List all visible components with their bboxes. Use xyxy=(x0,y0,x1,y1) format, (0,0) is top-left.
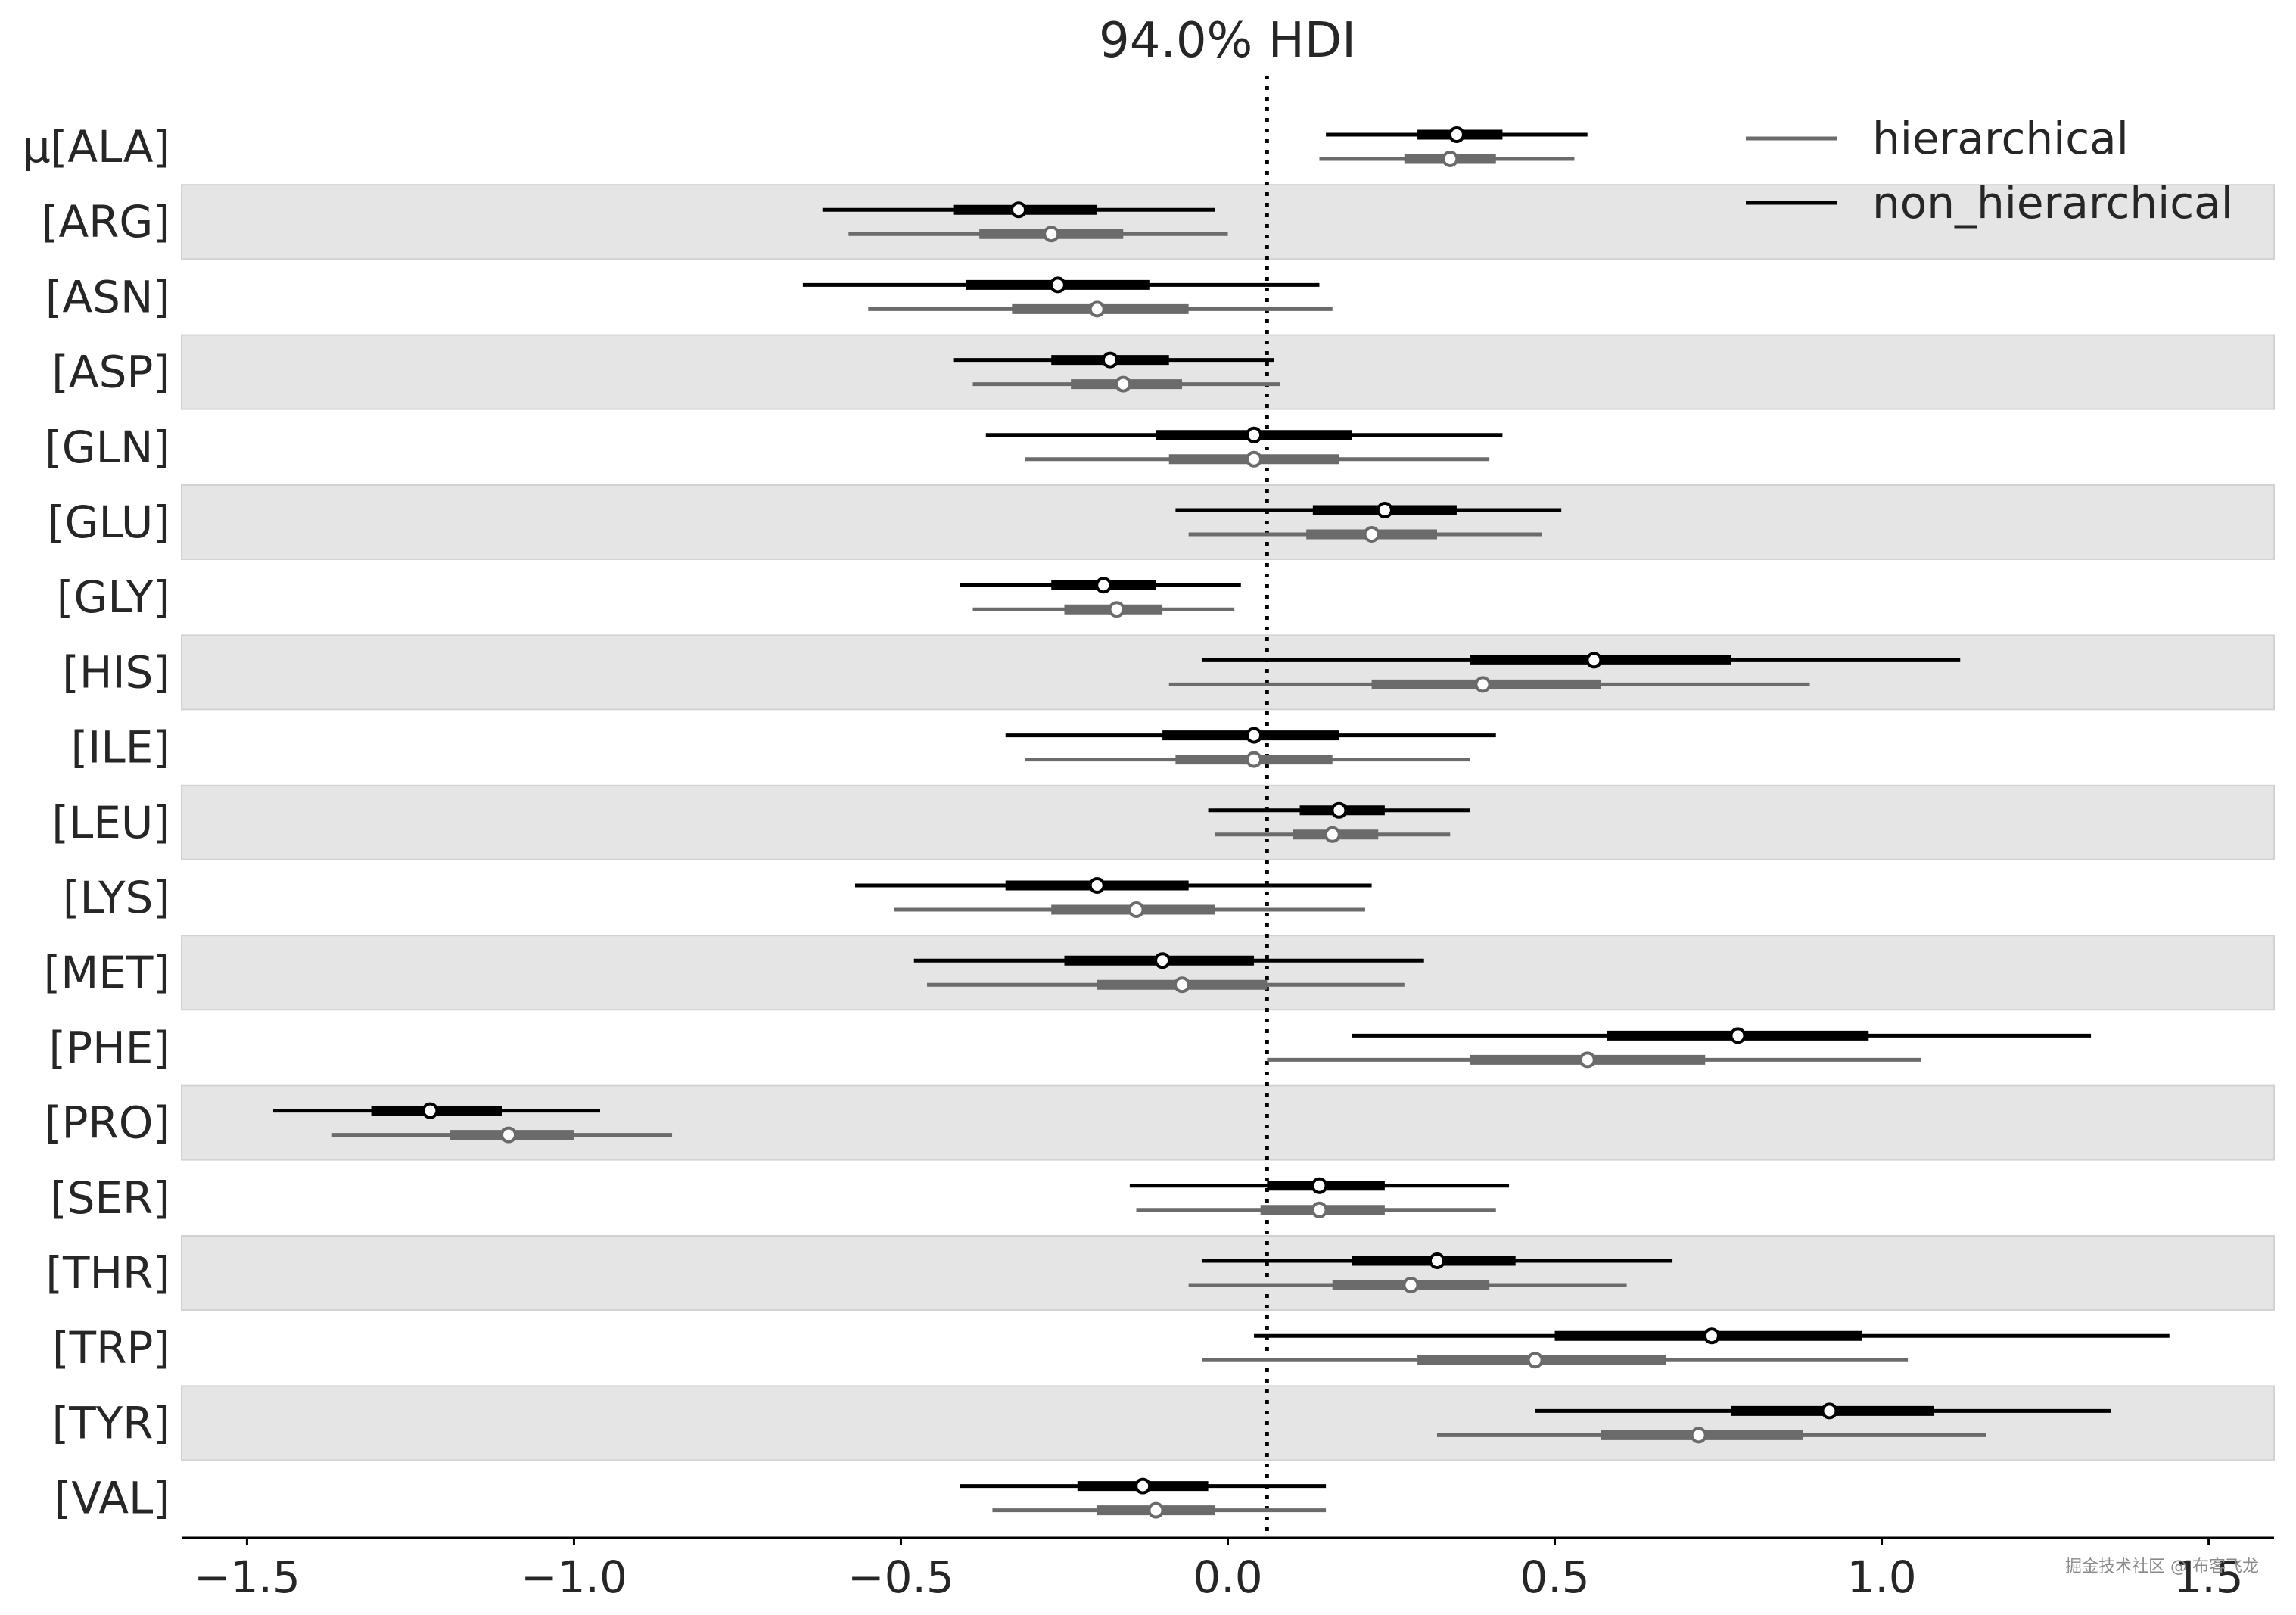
chart-title: 94.0% HDI xyxy=(1099,13,1356,69)
hierarchical-mean-point xyxy=(1115,375,1132,393)
row-label: [GLN] xyxy=(45,422,170,473)
non-hierarchical-mean-point xyxy=(422,1102,439,1119)
legend-label: non_hierarchical xyxy=(1872,177,2233,229)
row-label: μ[ALA] xyxy=(23,121,170,173)
hierarchical-mean-point xyxy=(1402,1277,1420,1293)
hierarchical-mean-point xyxy=(1147,1501,1165,1519)
row-label: [PRO] xyxy=(45,1097,170,1149)
non-hierarchical-mean-point xyxy=(1311,1177,1328,1194)
hierarchical-mean-point xyxy=(1043,226,1060,243)
interval-marks xyxy=(272,126,2170,1519)
non-hierarchical-mean-point xyxy=(1429,1252,1445,1269)
row-label: [PHE] xyxy=(49,1022,171,1073)
row-label: [LEU] xyxy=(51,797,170,848)
row-label: [MET] xyxy=(44,947,170,998)
hierarchical-mean-point xyxy=(1174,976,1191,994)
row-label: [TRP] xyxy=(52,1322,170,1374)
hierarchical-mean-point xyxy=(1311,1201,1328,1218)
non-hierarchical-mean-point xyxy=(1246,426,1263,443)
non-hierarchical-mean-point xyxy=(1154,952,1171,969)
row-band xyxy=(181,334,2275,410)
row-label: [ASP] xyxy=(51,347,170,398)
row-label: [ASN] xyxy=(45,271,170,322)
row-band xyxy=(181,184,2275,260)
hierarchical-mean-point xyxy=(1579,1051,1596,1069)
x-tick-label: 1.0 xyxy=(1846,1551,1916,1603)
hierarchical-mean-point xyxy=(500,1126,518,1144)
x-tick-label: 0.5 xyxy=(1520,1551,1589,1603)
hierarchical-mean-point xyxy=(1088,300,1106,318)
hierarchical-mean-point xyxy=(1474,676,1492,693)
hierarchical-mean-point xyxy=(1526,1352,1544,1369)
non-hierarchical-mean-point xyxy=(1010,201,1027,219)
non-hierarchical-mean-point xyxy=(1049,276,1066,294)
watermark-text: 掘金技术社区 @ 布客飞龙 xyxy=(2065,1557,2259,1576)
non-hierarchical-mean-point xyxy=(1134,1477,1152,1495)
non-hierarchical-mean-point xyxy=(1376,502,1393,518)
non-hierarchical-mean-point xyxy=(1088,877,1106,894)
row-label: [GLY] xyxy=(57,571,170,623)
non-hierarchical-mean-point xyxy=(1095,577,1112,594)
row-label: [VAL] xyxy=(54,1473,170,1524)
row-label: [TYR] xyxy=(52,1397,170,1449)
non-hierarchical-mean-point xyxy=(1585,652,1603,669)
hierarchical-mean-point xyxy=(1246,450,1263,468)
row-labels: μ[ALA] [ARG] [ASN] [ASP] [GLN] [GLU] [GLY] [HIS… xyxy=(23,121,170,1524)
legend: hierarchical non_hierarchical xyxy=(1746,113,2233,229)
row-label: [ARG] xyxy=(42,196,170,247)
non-hierarchical-mean-point xyxy=(1821,1402,1838,1420)
row-band xyxy=(181,784,2275,860)
row-label: [HIS] xyxy=(62,646,170,698)
row-band xyxy=(181,1385,2275,1461)
non-hierarchical-mean-point xyxy=(1729,1027,1747,1044)
non-hierarchical-mean-point xyxy=(1101,351,1118,369)
x-tick-label: −1.0 xyxy=(521,1551,627,1603)
legend-label: hierarchical xyxy=(1872,113,2129,164)
row-label: [LYS] xyxy=(63,872,170,923)
x-tick-label: 1.5 xyxy=(2173,1551,2243,1603)
row-label: [GLU] xyxy=(48,496,170,548)
x-tick-label: −0.5 xyxy=(848,1551,954,1603)
row-band xyxy=(181,1084,2275,1161)
row-bands xyxy=(181,184,2275,1461)
non-hierarchical-mean-point xyxy=(1703,1327,1720,1345)
hierarchical-mean-point xyxy=(1128,901,1145,918)
x-tick-label: 0.0 xyxy=(1193,1551,1262,1603)
row-band xyxy=(181,484,2275,560)
hierarchical-mean-point xyxy=(1324,826,1341,843)
row-band xyxy=(181,935,2275,1011)
hierarchical-mean-point xyxy=(1690,1427,1707,1444)
hierarchical-mean-point xyxy=(1108,601,1125,618)
hierarchical-mean-point xyxy=(1442,151,1459,167)
non-hierarchical-mean-point xyxy=(1330,801,1348,819)
non-hierarchical-mean-point xyxy=(1246,727,1263,744)
x-tick-label: −1.5 xyxy=(194,1551,300,1603)
row-label: [SER] xyxy=(50,1172,170,1224)
hierarchical-mean-point xyxy=(1246,751,1263,768)
non-hierarchical-mean-point xyxy=(1448,126,1465,143)
row-label: [ILE] xyxy=(71,722,170,773)
x-axis: −1.5 −1.0 −0.5 0.0 0.5 1.0 1.5 xyxy=(182,1536,2274,1603)
row-band xyxy=(181,1235,2275,1311)
hierarchical-mean-point xyxy=(1363,526,1380,543)
row-band xyxy=(181,634,2275,711)
row-label: [THR] xyxy=(45,1247,170,1299)
